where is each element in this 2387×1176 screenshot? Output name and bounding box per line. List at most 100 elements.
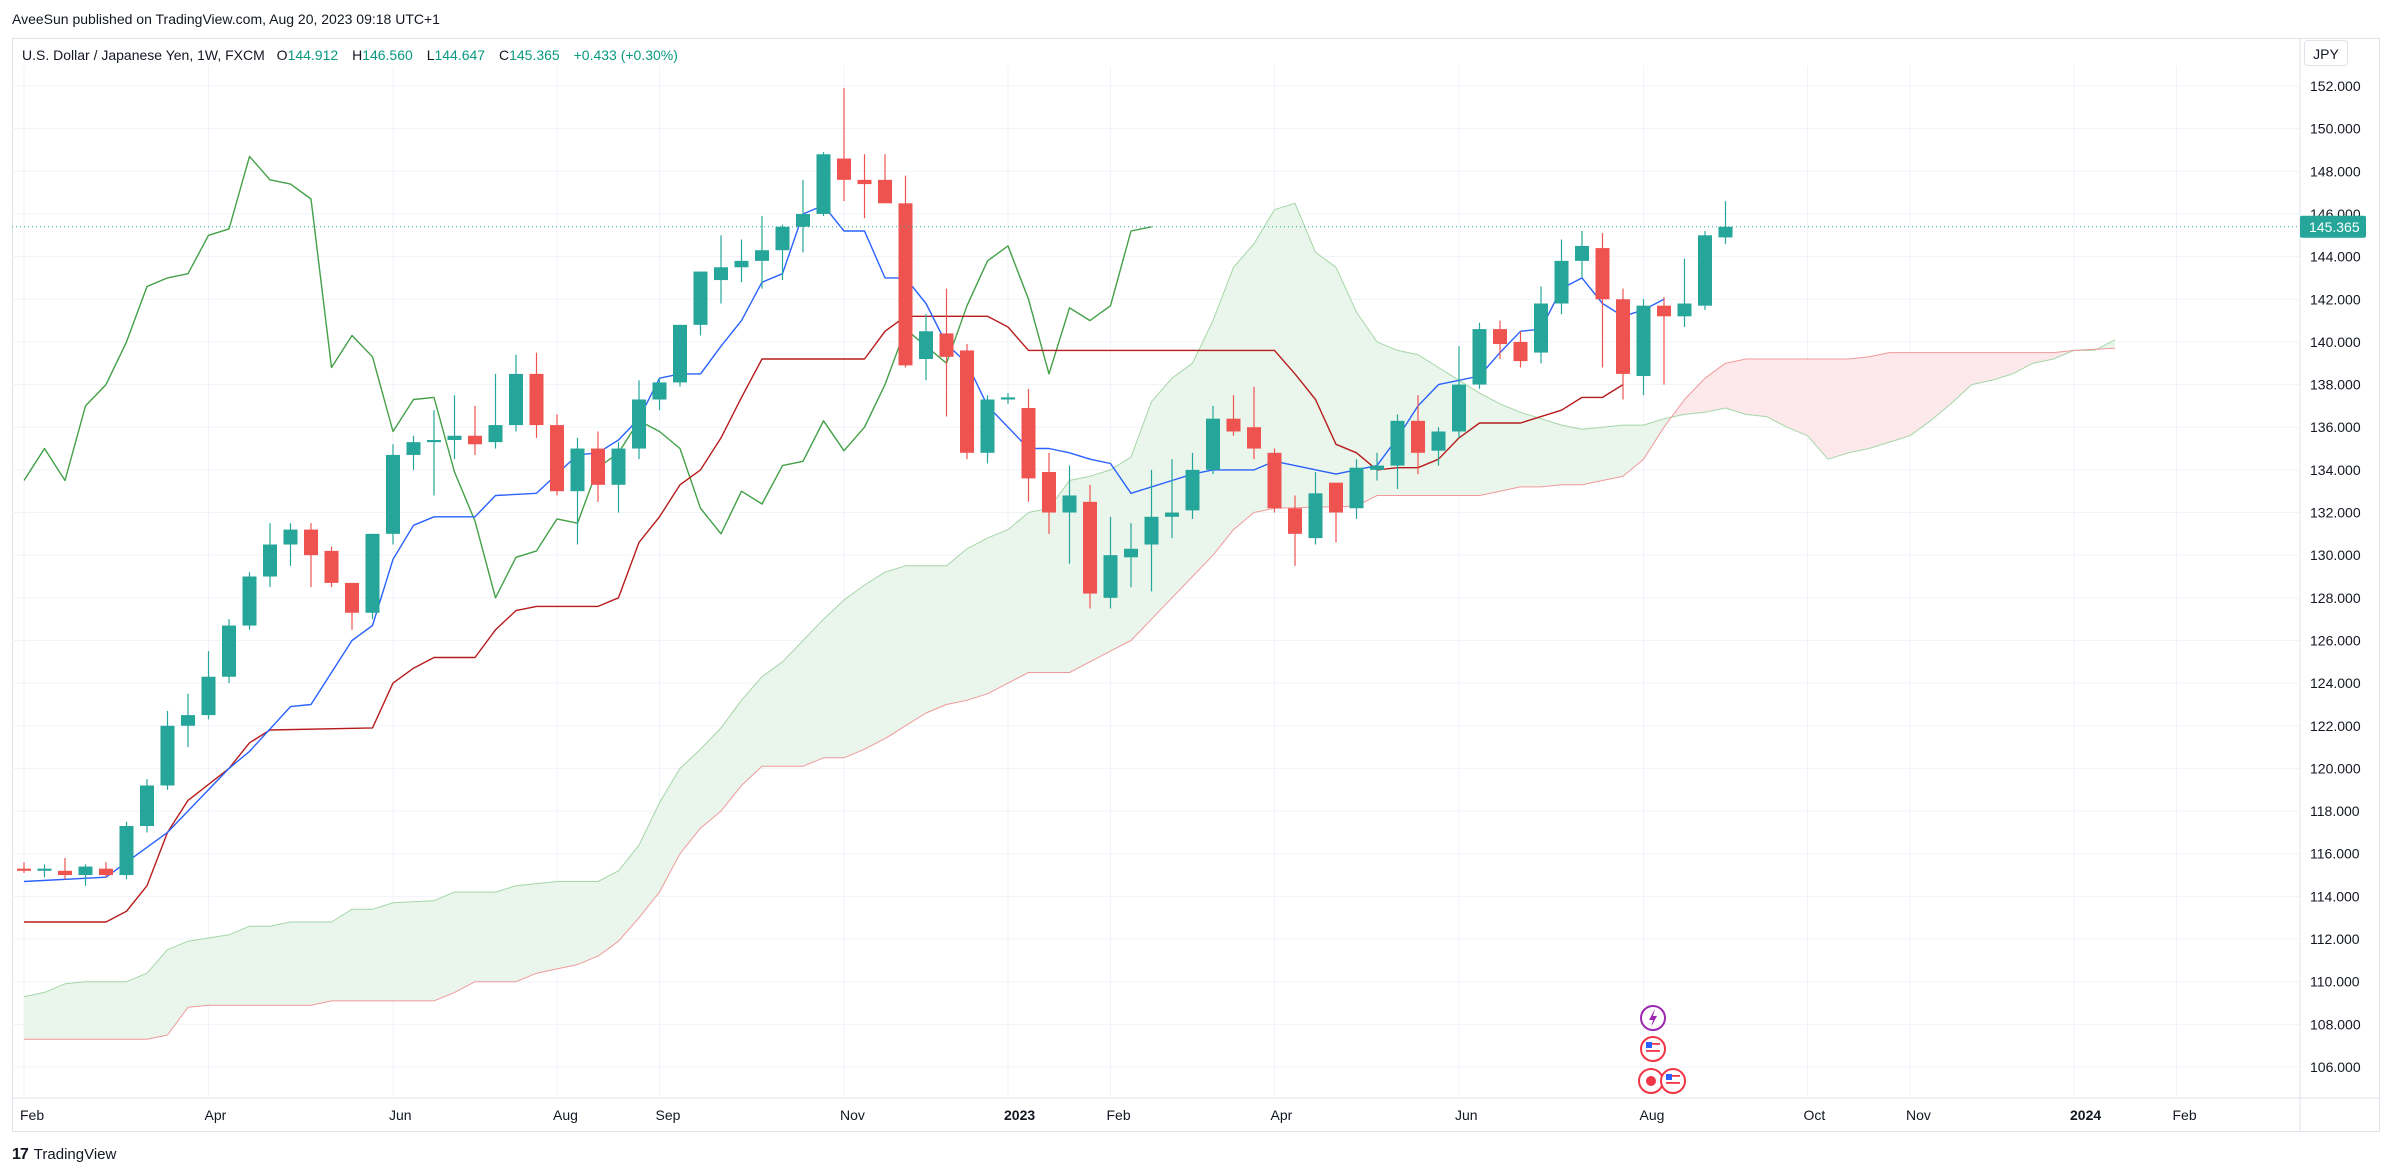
publisher-line: AveeSun published on TradingView.com, Au… [12,11,440,27]
candle-body [980,399,995,453]
y-tick-label: 132.000 [2310,505,2361,521]
candle-body [1103,555,1118,598]
y-tick-label: 134.000 [2310,462,2361,478]
candle-down [1021,388,1036,502]
footer: 17 TradingView [12,1140,116,1170]
y-tick-label: 122.000 [2310,718,2361,734]
candle-body [1657,305,1671,317]
candle-body [222,625,236,677]
candle-body [570,448,585,492]
flag-canton [1666,1074,1672,1080]
candle-up [406,435,421,470]
y-tick-label: 148.000 [2310,163,2361,179]
candle-body [1001,397,1015,400]
candle-body [365,533,380,613]
flag-stripe [1646,1046,1660,1049]
chart-frame [12,38,2380,1132]
candle-up [1165,459,1179,539]
candle-up [201,651,216,720]
candle-body [939,333,954,357]
base-line [24,315,1624,923]
candle-body [1308,493,1323,539]
candle-down [1595,233,1610,368]
x-tick-label: Feb [20,1107,44,1123]
candle-body [673,324,687,383]
senkou-span-a [23,202,2116,998]
candle-body [488,425,503,443]
candle-down [1411,395,1425,475]
candle-up [447,395,462,460]
candle-up [1534,286,1548,364]
candle-down [898,175,913,368]
y-tick-label: 120.000 [2310,760,2361,776]
x-tick-label: Apr [205,1107,227,1123]
candle-body [509,373,523,426]
brand-name[interactable]: TradingView [33,1146,117,1163]
candle-body [1534,303,1548,353]
candle-body [263,544,277,577]
flag-stripe [1646,1043,1660,1045]
x-tick-label: Apr [1271,1107,1293,1123]
candle-up [816,152,831,217]
candle-up [1575,231,1589,278]
high-value: 146.560 [362,47,413,63]
candle-body [1677,303,1692,317]
candle-up [1718,201,1733,244]
y-tick-label: 108.000 [2310,1016,2361,1032]
candle-up [37,864,52,878]
candle-up [509,354,523,432]
tradingview-logo-icon[interactable]: 17 [12,1146,29,1163]
flag-canton [1646,1042,1652,1048]
candle-up [734,239,749,283]
x-tick-label: Oct [1804,1107,1826,1123]
x-tick-label: Feb [1107,1107,1131,1123]
candle-body [1206,418,1220,470]
y-tick-label: 136.000 [2310,419,2361,435]
candle-body [611,448,626,485]
candle-up [611,442,626,513]
x-tick-label: Feb [2173,1107,2197,1123]
candle-down [1226,395,1241,436]
candle-down [591,431,605,502]
low-value: 144.647 [434,47,486,63]
candle-down [1616,288,1630,400]
candle-body [1349,467,1364,509]
candle-up [1472,322,1487,389]
candle-down [1267,448,1282,513]
candle-body [468,435,482,445]
candle-down [468,405,482,455]
y-tick-label: 150.000 [2310,121,2361,137]
y-tick-label: 112.000 [2310,931,2360,947]
candle-body [1554,260,1569,304]
candle-body [1595,248,1610,300]
event-markers [1638,1005,1686,1094]
currency-button[interactable]: JPY [2304,40,2348,66]
candle-up [1144,469,1159,592]
flag-stripe [1666,1078,1680,1081]
candle-body [755,250,769,261]
candle-body [632,399,646,449]
flag-stripe [1646,1050,1660,1052]
candles [17,88,1733,886]
candle-up [1001,393,1015,404]
candle-up [1185,452,1200,519]
candle-body [58,870,72,876]
candle-down [1329,482,1343,543]
candle-down [837,88,851,202]
candle-up [160,710,175,790]
candle-body [652,382,667,400]
candle-body [1411,420,1425,453]
axes: 152.000150.000148.000146.000144.000142.0… [12,38,2380,1132]
candle-down [529,352,544,438]
candle-body [1575,245,1589,261]
candle-down [99,862,113,878]
candle-up [1349,459,1364,519]
candle-body [78,866,93,876]
candle-down [1513,331,1528,368]
candle-body [447,435,462,441]
candle-body [837,158,851,180]
candle-down [857,154,872,219]
candle-up [632,380,646,460]
candle-body [324,550,339,583]
